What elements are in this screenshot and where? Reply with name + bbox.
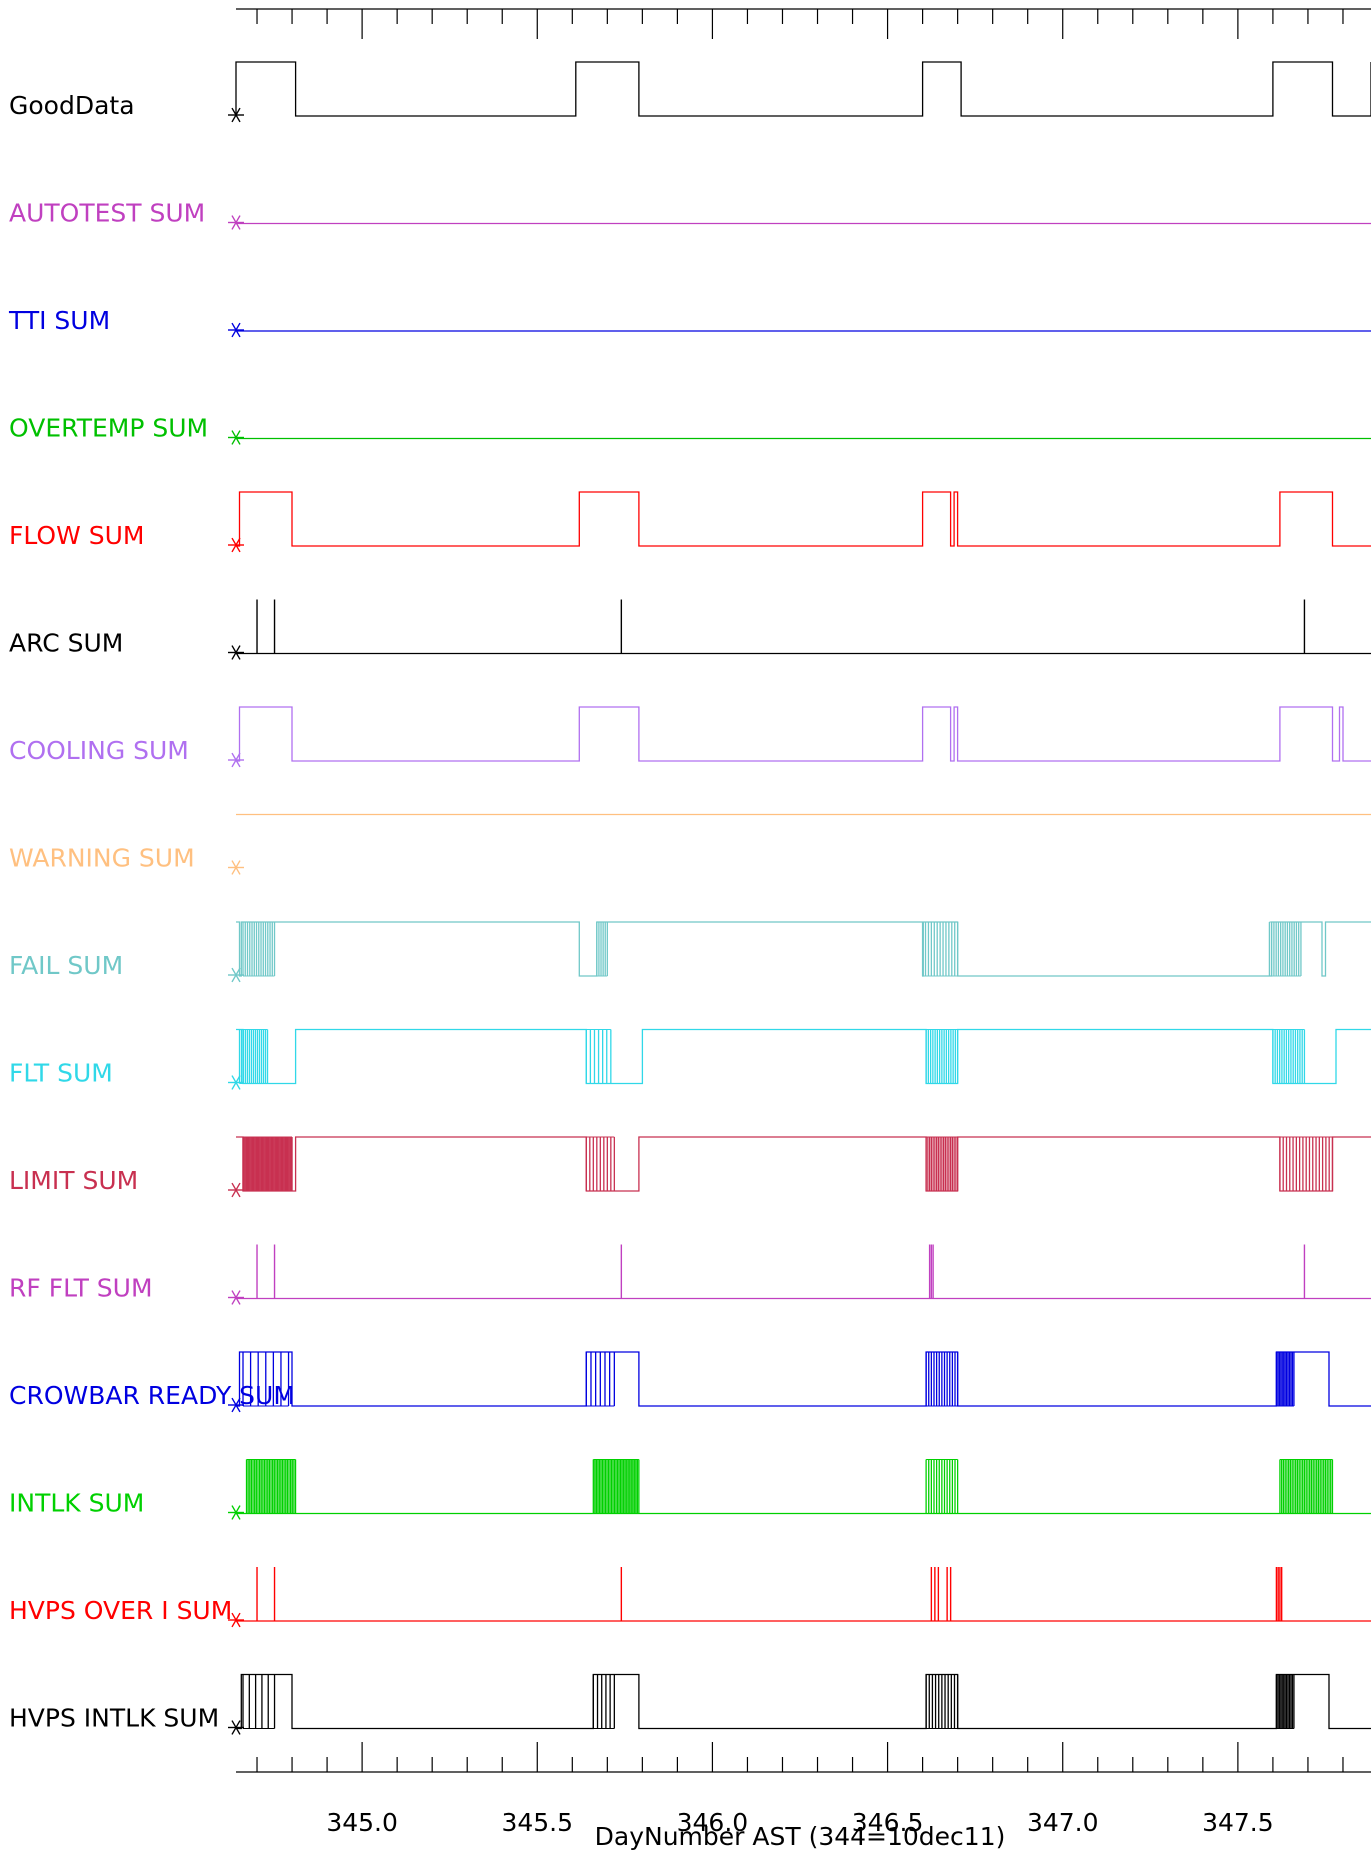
start-marker-icon	[228, 107, 244, 123]
signal-label-cooling-sum: COOLING SUM	[9, 736, 189, 765]
start-marker-icon	[228, 645, 244, 660]
marker-stroke	[231, 1182, 241, 1198]
start-marker-icon	[228, 1182, 244, 1198]
marker-stroke	[231, 1290, 241, 1305]
trace-warning-sum	[228, 813, 1371, 875]
x-axis-label: DayNumber AST (344=10dec11)	[595, 1822, 1006, 1851]
marker-stroke	[231, 107, 241, 123]
x-tick-label: 347.0	[1027, 1808, 1099, 1837]
signal-label-crowbar-ready-sum: CROWBAR READY SUM	[9, 1381, 295, 1410]
start-marker-icon	[228, 322, 244, 338]
trace-rf-flt-sum	[228, 1244, 1371, 1305]
marker-stroke	[231, 1397, 241, 1413]
trace-autotest-sum	[228, 215, 1371, 230]
signal-label-overtemp-sum: OVERTEMP SUM	[9, 414, 208, 443]
signal-label-arc-sum: ARC SUM	[9, 629, 123, 658]
start-marker-icon	[228, 752, 244, 768]
marker-stroke	[231, 537, 241, 553]
signal-label-hvps-over-i-sum: HVPS OVER I SUM	[9, 1596, 232, 1625]
x-tick-label: 346.0	[677, 1808, 749, 1837]
start-marker-icon	[228, 1720, 244, 1735]
start-marker-icon	[228, 1612, 244, 1628]
waveform	[235, 61, 1371, 117]
signal-labels: GoodData AUTOTEST SUM TTI SUM OVERTEMP SUM F…	[8, 91, 295, 1733]
marker-stroke	[231, 1720, 241, 1735]
marker-stroke	[231, 1505, 241, 1520]
trace-hvps-intlk-sum	[228, 1673, 1371, 1735]
signal-label-hvps-intlk-sum: HVPS INTLK SUM	[9, 1704, 219, 1733]
trace-arc-sum	[228, 599, 1371, 660]
trace-fail-sum	[228, 921, 1371, 983]
trace-tti-sum	[228, 322, 1371, 338]
signal-label-warning-sum: WARNING SUM	[9, 844, 195, 873]
trace-hvps-over-i-sum	[228, 1567, 1371, 1628]
start-marker-icon	[228, 1075, 244, 1090]
signal-label-flt-sum: FLT SUM	[9, 1059, 113, 1088]
x-tick-label: 347.5	[1202, 1808, 1274, 1837]
start-marker-icon	[228, 430, 244, 445]
start-marker-icon	[228, 215, 244, 230]
marker-stroke	[231, 752, 241, 768]
trace-flow-sum	[228, 491, 1371, 553]
start-marker-icon	[228, 967, 244, 983]
start-marker-icon	[228, 1397, 244, 1413]
signal-label-intlk-sum: INTLK SUM	[9, 1489, 144, 1518]
start-marker-icon	[228, 537, 244, 553]
trace-limit-sum	[228, 1136, 1371, 1198]
trace-overtemp-sum	[228, 430, 1371, 445]
signal-label-limit-sum: LIMIT SUM	[9, 1166, 138, 1195]
signal-label-gooddata: GoodData	[9, 91, 135, 120]
x-tick-label: 345.5	[501, 1808, 573, 1837]
trace-flt-sum	[228, 1028, 1371, 1090]
signal-label-flow-sum: FLOW SUM	[9, 521, 145, 550]
trace-crowbar-ready-sum	[228, 1351, 1371, 1413]
trace-intlk-sum	[228, 1459, 1371, 1520]
x-axis: 345.0 345.5 346.0 346.5 347.0 347.5	[236, 1742, 1371, 1837]
marker-stroke	[231, 430, 241, 445]
start-marker-icon	[228, 1290, 244, 1305]
waveform	[236, 706, 1371, 762]
top-axis	[236, 8, 1371, 39]
signal-label-fail-sum: FAIL SUM	[9, 951, 123, 980]
marker-stroke	[231, 967, 241, 983]
marker-stroke	[231, 1612, 241, 1628]
x-tick-label: 345.0	[326, 1808, 398, 1837]
signal-label-rf-flt-sum: RF FLT SUM	[9, 1274, 153, 1303]
marker-stroke	[231, 1075, 241, 1090]
signal-label-autotest-sum: AUTOTEST SUM	[9, 199, 205, 228]
trace-cooling-sum	[228, 706, 1371, 768]
start-marker-icon	[228, 860, 244, 875]
marker-stroke	[231, 215, 241, 230]
marker-stroke	[231, 645, 241, 660]
start-marker-icon	[228, 1505, 244, 1520]
trace-gooddata	[228, 61, 1371, 123]
marker-stroke	[231, 860, 241, 875]
marker-stroke	[231, 322, 241, 338]
signal-traces	[228, 61, 1371, 1735]
signal-label-tti-sum: TTI SUM	[8, 306, 110, 335]
x-tick-label: 346.5	[852, 1808, 924, 1837]
waveform	[236, 491, 1371, 547]
